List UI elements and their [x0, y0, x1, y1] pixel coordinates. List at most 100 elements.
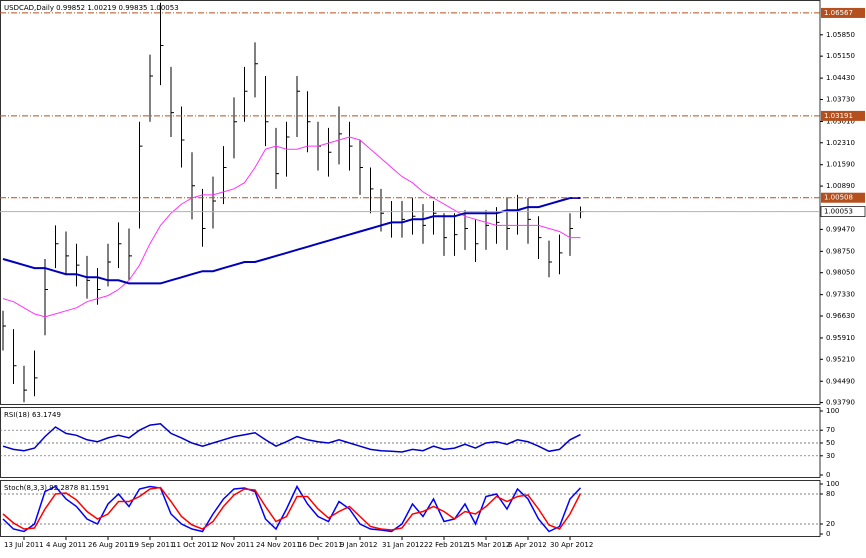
y-tick-label: 0: [826, 530, 830, 538]
price-bar: [212, 176, 216, 229]
x-tick-label: 19 Sep 2011: [130, 541, 174, 549]
x-tick-label: 31 Jan 2012: [382, 541, 424, 549]
price-bar: [65, 231, 69, 275]
indicator-line: [2, 423, 581, 453]
price-bar: [485, 210, 489, 250]
y-tick-label: 1.05850: [826, 31, 855, 39]
price-bar: [34, 350, 38, 397]
price-bar: [359, 140, 363, 195]
level-box: [821, 192, 865, 203]
y-tick-label: 0.98750: [826, 247, 855, 255]
y-tick-label: 0: [826, 471, 830, 479]
panel-frame: [0, 0, 821, 405]
price-bar: [349, 121, 353, 171]
y-tick-label: 80: [826, 490, 835, 498]
y-tick-label: 1.01590: [826, 161, 855, 169]
price-bar: [433, 201, 437, 235]
price-bar: [443, 213, 447, 256]
indicator-line: [2, 486, 582, 531]
price-bar: [55, 225, 59, 269]
y-tick-label: 0.95210: [826, 355, 855, 363]
x-tick-label: 30 Apr 2012: [550, 541, 593, 549]
x-tick-label: 9 Jan 2012: [340, 541, 378, 549]
y-tick-label: 30: [826, 452, 835, 460]
price-bar: [527, 197, 531, 244]
y-tick-label: 50: [826, 439, 835, 447]
x-tick-label: 26 Aug 2011: [88, 541, 133, 549]
panel-frame: [0, 480, 821, 537]
price-bar: [223, 146, 227, 205]
price-bar: [181, 106, 185, 168]
y-tick-label: 20: [826, 520, 835, 528]
x-tick-label: 11 Oct 2011: [172, 541, 215, 549]
y-tick-label: 70: [826, 426, 835, 434]
price-bar: [202, 188, 206, 247]
price-bar: [149, 54, 153, 122]
price-bar: [569, 213, 573, 256]
y-tick-label: 1.03010: [826, 117, 855, 125]
y-tick-label: 1.04430: [826, 74, 855, 82]
panel-title: Stoch(8,3,3) 92.2878 81.1591: [4, 484, 109, 492]
moving-average: [2, 197, 581, 285]
y-tick-label: 0.99470: [826, 225, 855, 233]
y-tick-label: 100: [826, 480, 839, 488]
price-bar: [559, 234, 563, 275]
x-tick-label: 15 Mar 2012: [466, 541, 510, 549]
price-bar: [233, 97, 237, 159]
x-tick-label: 6 Apr 2012: [508, 541, 547, 549]
price-bar: [538, 216, 542, 259]
price-bar: [454, 213, 458, 256]
level-box: [821, 7, 865, 18]
price-bar: [170, 66, 174, 137]
price-bar: [370, 167, 374, 214]
price-bar: [118, 222, 122, 269]
price-bar: [412, 197, 416, 235]
y-tick-label: 1.03730: [826, 95, 855, 103]
y-tick-label: 0.96630: [826, 312, 855, 320]
moving-average: [2, 136, 581, 318]
price-bar: [13, 329, 17, 385]
price-bar: [401, 201, 405, 238]
y-tick-label: 100: [826, 407, 839, 415]
y-tick-label: 1.05150: [826, 52, 855, 60]
last-price-box: [820, 206, 866, 217]
panel-title: USDCAD,Daily 0.99852 1.00219 0.99835 1.0…: [4, 4, 179, 12]
price-bar: [191, 152, 195, 220]
price-bar: [548, 240, 552, 278]
level-label: 1.03191: [824, 112, 853, 120]
y-tick-label: 0.97330: [826, 291, 855, 299]
level-label: 1.06567: [824, 9, 853, 17]
price-bar: [296, 75, 300, 137]
level-label: 1.00508: [824, 194, 853, 202]
price-bar: [275, 127, 279, 189]
x-tick-label: 4 Aug 2011: [46, 541, 86, 549]
last-price-label: 1.00053: [824, 208, 853, 216]
price-bar: [44, 258, 48, 336]
price-bar: [244, 66, 248, 122]
price-bar: [139, 121, 143, 229]
panel-title: RSI(18) 63.1749: [4, 411, 61, 419]
price-bar: [128, 228, 132, 281]
y-tick-label: 0.98050: [826, 269, 855, 277]
y-tick-label: 0.93790: [826, 399, 855, 407]
price-bar: [265, 75, 269, 147]
price-bar: [506, 197, 510, 250]
indicator-line: [2, 484, 582, 533]
x-tick-label: 22 Feb 2012: [424, 541, 468, 549]
price-bar: [254, 42, 258, 98]
price-bar: [328, 127, 332, 177]
y-tick-label: 0.94490: [826, 377, 855, 385]
x-tick-label: 16 Dec 2011: [298, 541, 343, 549]
price-bar: [160, 2, 164, 86]
y-tick-label: 1.02310: [826, 139, 855, 147]
price-bar: [475, 219, 479, 263]
x-tick-label: 24 Nov 2011: [256, 541, 301, 549]
level-box: [821, 110, 865, 121]
x-tick-label: 2 Nov 2011: [214, 541, 254, 549]
price-bar: [2, 310, 6, 351]
y-tick-label: 0.95910: [826, 334, 855, 342]
price-bar: [76, 243, 80, 287]
